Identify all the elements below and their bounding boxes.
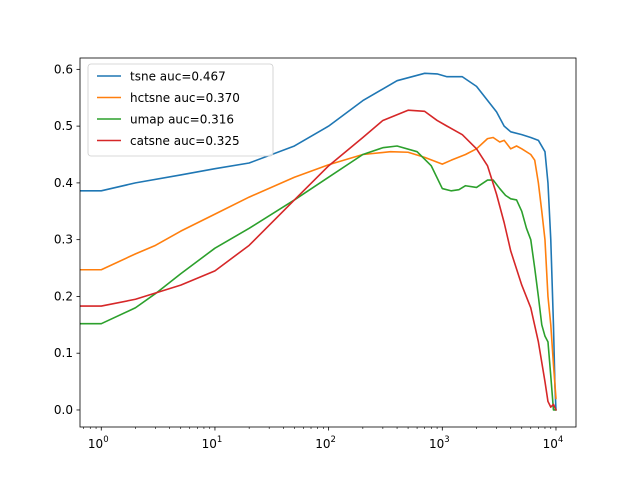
legend-label: umap auc=0.316	[130, 113, 234, 127]
y-tick-label: 0.1	[54, 346, 73, 360]
legend-box	[87, 63, 274, 157]
legend-label: tsne auc=0.467	[130, 70, 226, 84]
x-tick-label: 103	[429, 435, 450, 451]
plot-frame	[79, 57, 577, 428]
x-tick-label: 100	[88, 435, 109, 451]
y-tick-label: 0.6	[54, 62, 73, 76]
y-tick-label: 0.3	[54, 233, 73, 247]
x-tick-label: 102	[315, 435, 336, 451]
x-tick-label: 104	[543, 435, 564, 451]
series-layer	[80, 72, 557, 411]
y-tick-label: 0.4	[54, 176, 73, 190]
y-tick-label: 0.0	[54, 403, 73, 417]
y-tick-label: 0.2	[54, 289, 73, 303]
series-line-tsne	[80, 72, 557, 411]
axes-layer: 0.0 0.1 0.2 0.3 0.4 0.5 0.6 100 101 102 103 104	[54, 57, 577, 451]
legend-label: catsne auc=0.325	[130, 134, 240, 148]
y-tick-label: 0.5	[54, 119, 73, 133]
series-line-umap	[80, 145, 557, 411]
legend-label: hctsne auc=0.370	[130, 91, 240, 105]
legend: tsne auc=0.467 hctsne auc=0.370 umap auc=0…	[87, 63, 274, 157]
x-tick-label: 101	[202, 435, 223, 451]
series-line-catsne	[80, 109, 557, 411]
